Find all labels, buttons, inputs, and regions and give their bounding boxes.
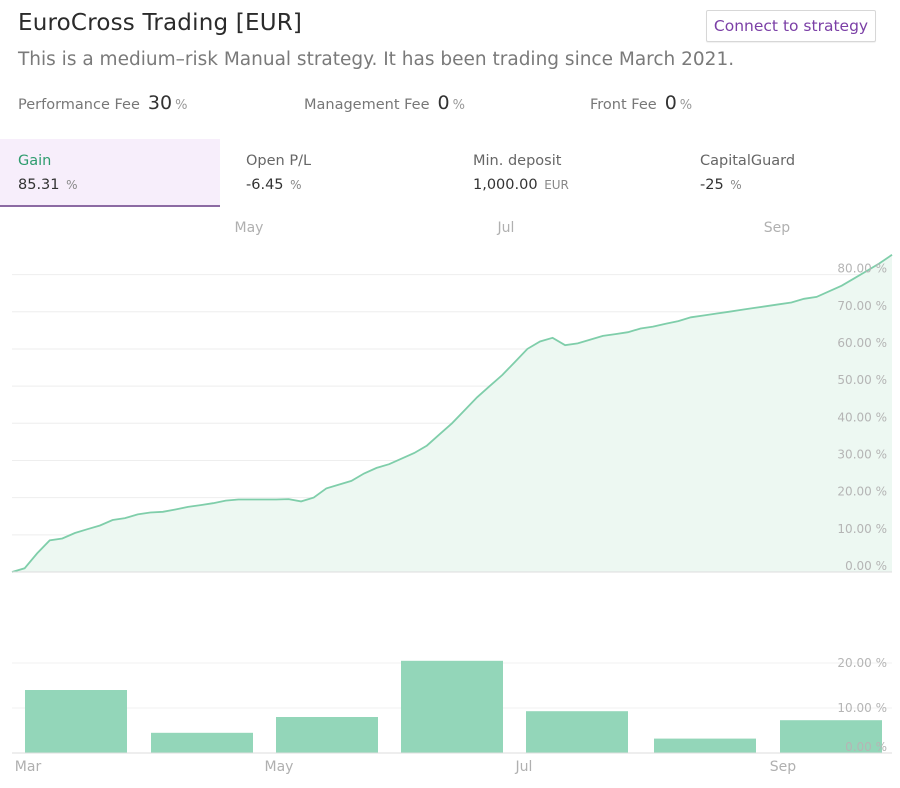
gain-chart: 0.00 % 10.00 % 20.00 % 30.00 % 40.00 % 50.00 … [11,220,893,573]
gain-ytick-label: 40.00 % [837,410,887,424]
tab-min-deposit-value: 1,000.00 [473,177,538,193]
management-fee-unit: % [452,98,465,113]
monthly-xtick-label: Jul [515,759,533,775]
tab-min-deposit-label: Min. deposit [473,153,562,169]
gain-ytick-label: 30.00 % [837,447,887,461]
front-fee-label: Front Fee [590,97,657,113]
gain-ytick-label: 60.00 % [837,336,887,350]
connect-to-strategy-button[interactable]: Connect to strategy [706,10,876,42]
gain-xtick-label: Sep [764,220,791,236]
front-fee: Front Fee 0% [590,92,692,114]
gain-ytick-label: 10.00 % [837,522,887,536]
monthly-ytick-label: 0.00 % [845,740,887,754]
monthly-xtick-label: May [265,759,294,775]
tab-capitalguard-unit: % [730,178,742,192]
tab-gain[interactable]: Gain 85.31 % [0,139,220,207]
gain-xtick-label: Jul [497,220,515,236]
performance-fee-label: Performance Fee [18,97,140,113]
strategy-description: This is a medium–risk Manual strategy. I… [18,49,735,70]
tab-open-pl-label: Open P/L [246,153,312,169]
gain-ytick-label: 20.00 % [837,485,887,499]
gain-ytick-label: 80.00 % [837,262,887,276]
monthly-bar [654,738,756,753]
tab-capitalguard-value: -25 [700,177,724,193]
gain-ytick-label: 50.00 % [837,373,887,387]
tab-capitalguard[interactable]: CapitalGuard -25 % [682,139,900,207]
gain-ytick-label: 70.00 % [837,299,887,313]
tab-gain-unit: % [66,178,78,192]
management-fee-label: Management Fee [304,97,430,113]
gain-line [11,254,893,573]
tab-open-pl-unit: % [290,178,302,192]
gain-area [12,254,892,573]
performance-fee-value: 30 [147,92,173,114]
gain-ytick-label: 0.00 % [845,559,887,573]
tab-capitalguard-label: CapitalGuard [700,153,796,169]
monthly-ytick-label: 10.00 % [837,701,887,715]
tab-min-deposit-unit: EUR [544,178,569,192]
monthly-bar [780,720,882,754]
front-fee-value: 0 [664,92,677,114]
monthly-xtick-label: Sep [770,759,797,775]
tab-open-pl-value: -6.45 [246,177,284,193]
tab-open-pl[interactable]: Open P/L -6.45 % [228,139,448,207]
monthly-ytick-label: 20.00 % [837,656,887,670]
monthly-bar [151,732,253,754]
performance-fee: Performance Fee 30% [18,92,187,114]
monthly-bar [401,660,503,754]
gain-xtick-label: May [235,220,264,236]
page-title: EuroCross Trading [EUR] [18,10,303,36]
monthly-bar [526,711,628,754]
performance-fee-unit: % [175,98,188,113]
tab-gain-value: 85.31 [18,177,60,193]
monthly-bar [276,717,378,753]
management-fee: Management Fee 0% [304,92,465,114]
monthly-xtick-label: Mar [15,759,42,775]
monthly-bar [25,690,127,753]
management-fee-value: 0 [437,92,450,114]
monthly-gain-chart: 20.00 % 10.00 % 0.00 % Mar May Jul Sep [12,656,892,775]
front-fee-unit: % [679,98,693,113]
tab-gain-label: Gain [18,153,52,169]
tab-min-deposit[interactable]: Min. deposit 1,000.00 EUR [455,139,675,207]
